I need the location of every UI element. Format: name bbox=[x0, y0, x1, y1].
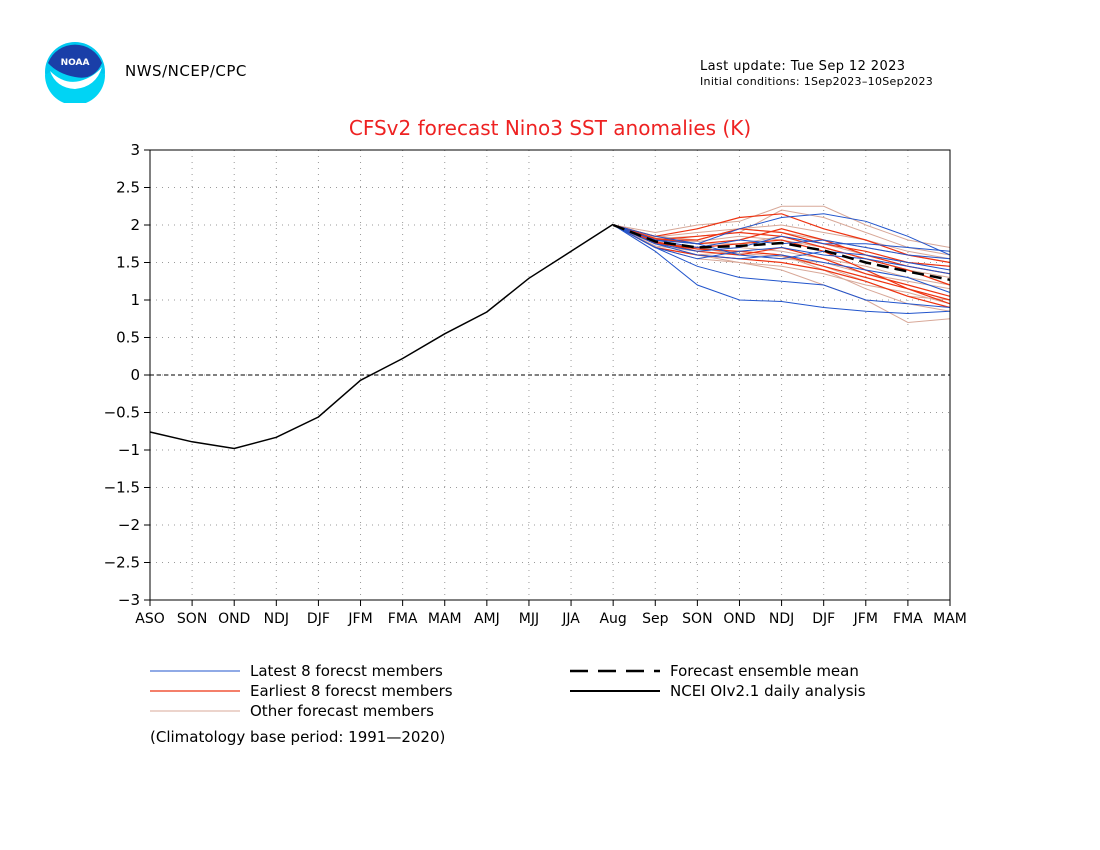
logo-text: NOAA bbox=[61, 58, 90, 68]
x-tick-label: DJF bbox=[812, 611, 835, 627]
x-tick-label: JJA bbox=[561, 611, 580, 627]
y-tick-label: 3 bbox=[130, 141, 140, 159]
legend-mean-label: Forecast ensemble mean bbox=[670, 662, 859, 680]
analysis-series bbox=[149, 223, 614, 450]
legend-latest-label: Latest 8 forecst members bbox=[250, 662, 443, 680]
x-tick-label: SON bbox=[682, 611, 712, 627]
y-tick-label: 0 bbox=[130, 366, 140, 384]
y-tick-label: −3 bbox=[118, 591, 140, 609]
y-tick-label: 0.5 bbox=[116, 329, 140, 347]
legend-analysis-label: NCEI OIv2.1 daily analysis bbox=[670, 682, 866, 700]
y-tick-label: 2.5 bbox=[116, 179, 140, 197]
ensemble-mean-series bbox=[612, 223, 951, 282]
y-tick-label: −1.5 bbox=[104, 479, 140, 497]
latest-member-line bbox=[612, 224, 951, 315]
latest-member-line bbox=[613, 224, 951, 271]
earliest-member-line bbox=[613, 213, 951, 264]
latest-member-line bbox=[612, 224, 951, 252]
latest-member-line bbox=[612, 224, 951, 275]
earliest-member-line bbox=[612, 224, 951, 267]
noaa-logo-icon: NOAA bbox=[44, 41, 106, 105]
legend-other-label: Other forecast members bbox=[250, 702, 434, 720]
x-tick-label: DJF bbox=[307, 611, 330, 627]
y-tick-label: −2 bbox=[118, 516, 140, 534]
latest-member-line bbox=[612, 224, 951, 308]
x-tick-label: OND bbox=[218, 611, 250, 627]
x-tick-label: OND bbox=[723, 611, 755, 627]
x-axis: ASO SON OND NDJ DJF JFM FMA MAM AMJ MJJ JJA Aug Sep S… bbox=[135, 600, 967, 627]
initial-conditions-label: Initial conditions: 1Sep2023–10Sep2023 bbox=[700, 75, 934, 88]
y-tick-label: −0.5 bbox=[104, 404, 140, 422]
ensemble-mean-line bbox=[612, 223, 951, 282]
x-tick-label: NDJ bbox=[264, 611, 289, 627]
other-member-line bbox=[613, 209, 951, 256]
y-axis: 3 2.5 2 1.5 1 0.5 0 −0.5 −1 −1.5 −2 −2.5 −3 bbox=[104, 141, 150, 609]
x-tick-label: FMA bbox=[388, 611, 418, 627]
earliest-member-line bbox=[612, 224, 951, 309]
y-tick-label: −1 bbox=[118, 441, 140, 459]
last-update-label: Last update: Tue Sep 12 2023 bbox=[700, 59, 906, 74]
y-tick-label: 1 bbox=[130, 291, 140, 309]
y-tick-label: 1.5 bbox=[116, 254, 140, 272]
legend: Latest 8 forecst members Earliest 8 fore… bbox=[150, 662, 866, 746]
organization-label: NWS/NCEP/CPC bbox=[125, 62, 247, 80]
latest-members-series bbox=[612, 213, 951, 315]
x-tick-label: MJJ bbox=[519, 611, 539, 627]
analysis-line bbox=[149, 223, 614, 450]
y-tick-label: −2.5 bbox=[104, 554, 140, 572]
x-tick-label: ASO bbox=[135, 611, 164, 627]
x-tick-label: FMA bbox=[893, 611, 923, 627]
y-tick-label: 2 bbox=[130, 216, 140, 234]
x-tick-label: Aug bbox=[599, 611, 626, 627]
chart-title: CFSv2 forecast Nino3 SST anomalies (K) bbox=[349, 116, 751, 140]
x-tick-label: SON bbox=[177, 611, 207, 627]
x-tick-label: JFM bbox=[853, 611, 878, 627]
x-tick-label: MAM bbox=[933, 611, 967, 627]
x-tick-label: JFM bbox=[347, 611, 372, 627]
x-tick-label: AMJ bbox=[474, 611, 500, 627]
legend-earliest-label: Earliest 8 forecst members bbox=[250, 682, 453, 700]
x-tick-label: MAM bbox=[428, 611, 462, 627]
other-member-line bbox=[613, 205, 951, 248]
latest-member-line bbox=[612, 224, 951, 293]
climatology-footnote: (Climatology base period: 1991—2020) bbox=[150, 728, 445, 746]
x-tick-label: NDJ bbox=[769, 611, 794, 627]
x-tick-label: Sep bbox=[642, 611, 669, 627]
latest-member-line bbox=[613, 213, 951, 256]
